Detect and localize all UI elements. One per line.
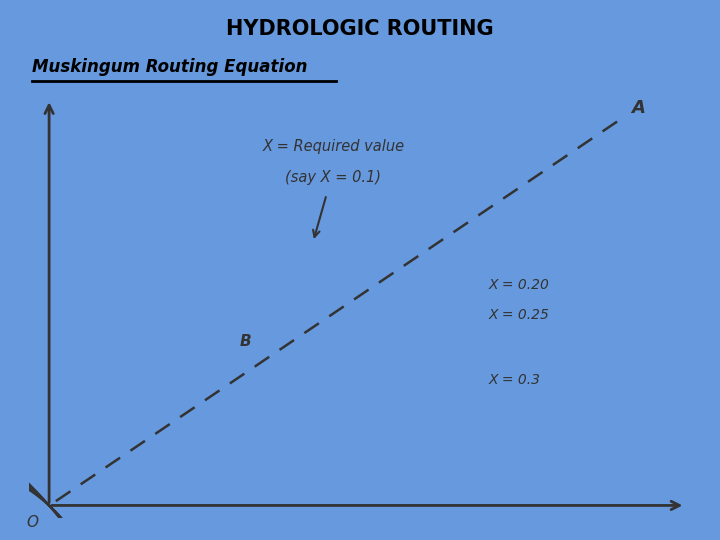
Text: B: B	[240, 334, 251, 349]
Text: Muskingum Routing Equation: Muskingum Routing Equation	[32, 58, 307, 76]
Text: X = 0.3: X = 0.3	[489, 373, 541, 387]
Text: [XI + (1 – X)O]: [XI + (1 – X)O]	[0, 227, 1, 334]
Text: X = 0.25: X = 0.25	[489, 308, 550, 322]
Text: A: A	[631, 99, 645, 117]
Text: X = Required value: X = Required value	[262, 139, 405, 154]
Text: (say X = 0.1): (say X = 0.1)	[285, 170, 382, 185]
Text: HYDROLOGIC ROUTING: HYDROLOGIC ROUTING	[226, 19, 494, 39]
Text: X = 0.20: X = 0.20	[489, 278, 550, 292]
Text: O: O	[26, 515, 38, 530]
